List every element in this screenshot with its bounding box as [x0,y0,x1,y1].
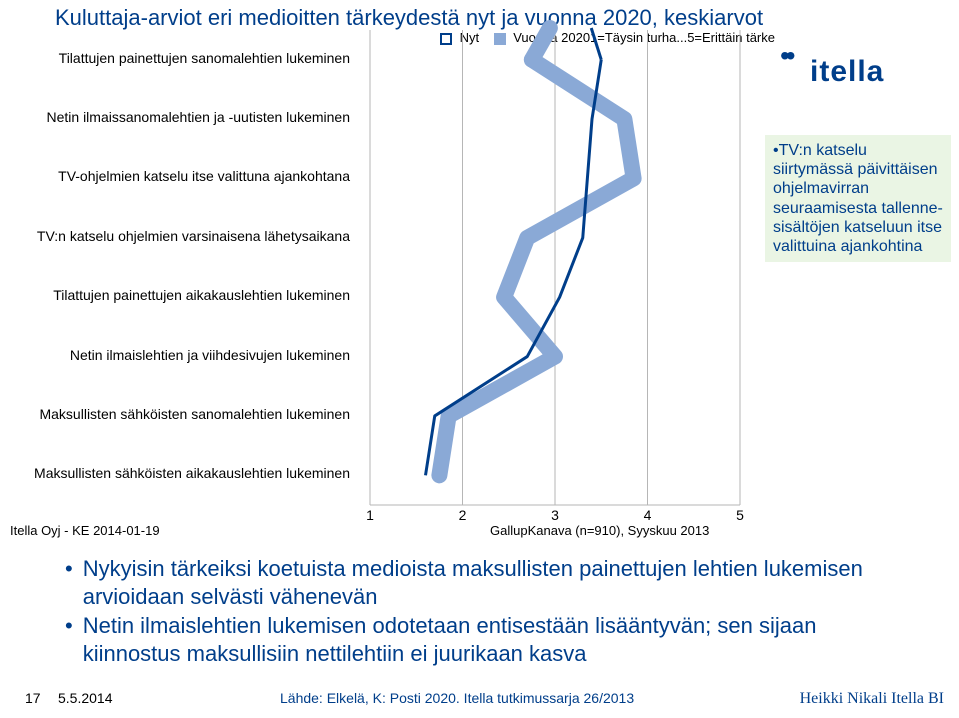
source-right: GallupKanava (n=910), Syyskuu 2013 [490,523,709,538]
page-number: 17 [25,690,41,706]
x-tick-label: 4 [644,507,652,523]
slide: Kuluttaja-arviot eri medioitten tärkeyde… [0,0,959,718]
side-note: •TV:n katselu siirtymässä päivittäisen o… [765,135,951,262]
bullet-dot: • [65,555,73,610]
footer-date: 5.5.2014 [58,690,113,706]
bullet-text: Netin ilmaislehtien lukemisen odotetaan … [83,612,895,667]
bullet-item: •Netin ilmaislehtien lukemisen odotetaan… [65,612,895,667]
source-left: Itella Oyj - KE 2014-01-19 [10,523,160,538]
x-tick-label: 5 [736,507,744,523]
x-tick-label: 1 [366,507,374,523]
x-tick-label: 2 [459,507,467,523]
bullet-dot: • [65,612,73,667]
bullet-item: •Nykyisin tärkeiksi koetuista medioista … [65,555,895,610]
bullet-text: Nykyisin tärkeiksi koetuista medioista m… [83,555,895,610]
footer-source: Lähde: Elkelä, K: Posti 2020. Itella tut… [280,690,634,706]
footer-author: Heikki Nikali Itella BI [800,690,944,708]
author-name: Heikki Nikali Itella BI [800,690,944,707]
conclusion-bullets: •Nykyisin tärkeiksi koetuista medioista … [65,555,895,669]
x-tick-label: 3 [551,507,559,523]
